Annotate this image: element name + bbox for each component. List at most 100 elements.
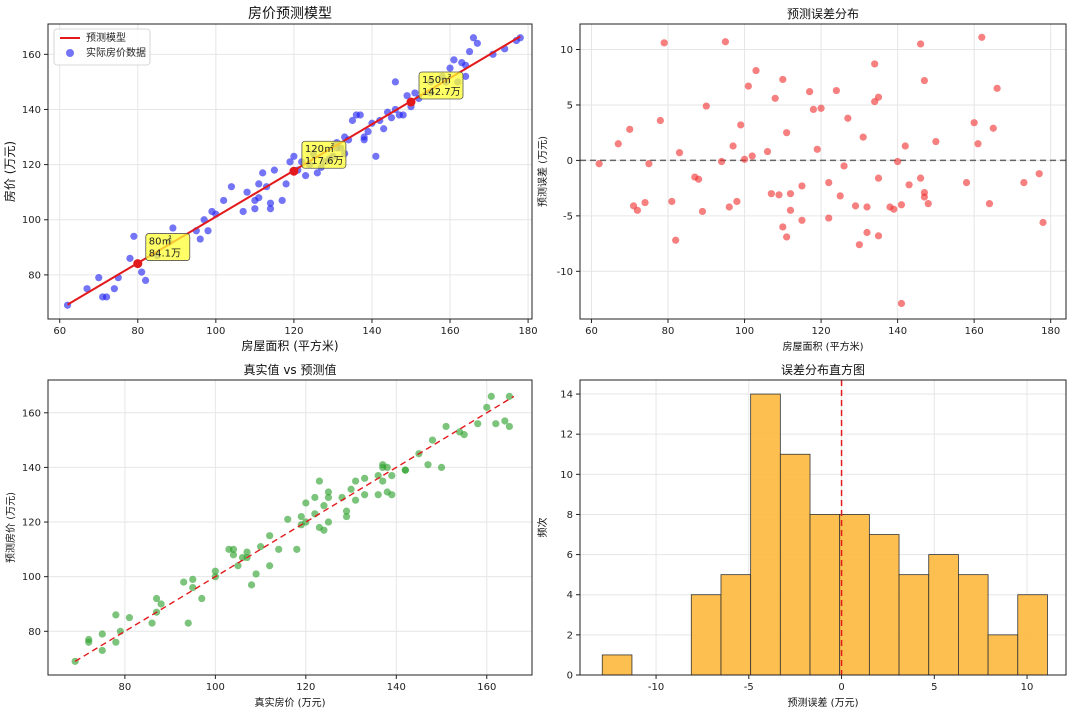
data-point [863, 203, 871, 211]
data-point [112, 611, 120, 619]
histogram-bar [601, 654, 633, 676]
plot-area [48, 380, 532, 675]
data-point [324, 488, 333, 496]
ideal-prediction-line [74, 395, 515, 662]
histogram-bar [987, 634, 1019, 676]
x-tick-label: 120 [812, 326, 831, 337]
data-point [962, 178, 971, 187]
y-tick-label: 14 [560, 390, 573, 401]
prediction-price-label: 84.1万 [149, 249, 181, 260]
y-tick-label: 10 [560, 45, 573, 56]
data-point [985, 200, 994, 208]
data-point [320, 502, 328, 510]
x-tick-label: 140 [362, 326, 381, 337]
histogram-bar [750, 393, 781, 676]
data-point [748, 152, 756, 160]
data-point [897, 201, 906, 209]
data-point [993, 84, 1001, 92]
data-point [152, 594, 161, 603]
data-point [851, 202, 860, 210]
x-tick-label: 160 [965, 326, 984, 337]
data-point [198, 594, 206, 603]
data-point [1039, 218, 1047, 227]
prediction-marker [406, 97, 416, 107]
y-axis-label: 房价 (万元) [2, 141, 17, 202]
data-point [717, 157, 726, 166]
x-tick-label: 160 [440, 326, 459, 337]
legend-dot-swatch [66, 49, 74, 57]
data-point [315, 477, 324, 485]
data-point [733, 197, 741, 206]
histogram-bar [898, 574, 930, 676]
data-point [1035, 170, 1043, 178]
y-axis-label: 频次 [536, 518, 549, 538]
data-point [383, 463, 391, 472]
x-tick-label: 80 [119, 682, 132, 693]
data-point [204, 227, 212, 235]
data-point [361, 474, 369, 482]
data-point [656, 116, 664, 125]
y-tick-label: -10 [557, 267, 573, 278]
data-point [786, 190, 795, 198]
data-point [342, 512, 351, 521]
data-point [501, 417, 509, 425]
data-point [112, 638, 120, 646]
data-point [465, 47, 474, 56]
data-point [220, 196, 228, 205]
histogram-bar [779, 453, 811, 676]
data-point [633, 206, 642, 214]
data-point [483, 403, 491, 411]
data-point [360, 136, 368, 144]
data-point [347, 485, 355, 493]
data-point [189, 583, 197, 592]
data-point [1020, 178, 1028, 187]
data-point [970, 119, 978, 127]
data-point [297, 512, 305, 521]
axes-frame [47, 379, 533, 676]
y-tick-label: 10 [560, 470, 573, 481]
x-axis-label: 真实房价 (万元) [255, 696, 326, 709]
data-point [771, 94, 779, 102]
data-point [783, 233, 791, 241]
data-point [767, 190, 775, 198]
data-point [974, 140, 982, 148]
data-point [752, 66, 760, 75]
y-tick-label: 120 [22, 518, 41, 529]
data-point [825, 178, 833, 187]
data-point [266, 199, 275, 207]
data-point [324, 518, 333, 526]
data-point [239, 207, 247, 216]
x-tick-label: 160 [477, 682, 496, 693]
histogram-bar [809, 514, 841, 676]
data-point [516, 34, 524, 42]
data-point [379, 477, 387, 485]
data-point [740, 155, 749, 163]
data-point [401, 466, 409, 474]
prediction-price-label: 142.7万 [422, 87, 461, 98]
data-point [874, 232, 883, 240]
data-point [266, 205, 275, 213]
x-tick-label: 140 [387, 682, 406, 693]
x-tick-label: 140 [888, 326, 907, 337]
data-point [450, 56, 458, 64]
x-tick-label: 60 [585, 326, 598, 337]
data-point [462, 72, 470, 80]
data-point [874, 174, 883, 182]
data-point [351, 477, 360, 485]
histogram-bar [928, 554, 959, 676]
axes-frame [579, 379, 1067, 676]
data-point [836, 192, 844, 200]
data-point [473, 39, 481, 47]
x-axis-label: 预测误差 (万元) [788, 696, 859, 709]
prediction-area-label: 120㎡ [305, 143, 334, 155]
data-point [859, 133, 867, 141]
x-tick-label: 5 [931, 682, 937, 693]
data-point [71, 657, 79, 665]
data-point [595, 160, 603, 168]
data-point [255, 194, 263, 202]
data-point [148, 619, 156, 627]
data-point [356, 111, 364, 119]
data-point [351, 496, 360, 504]
y-tick-label: 5 [567, 100, 573, 111]
histogram-bar [839, 514, 870, 676]
